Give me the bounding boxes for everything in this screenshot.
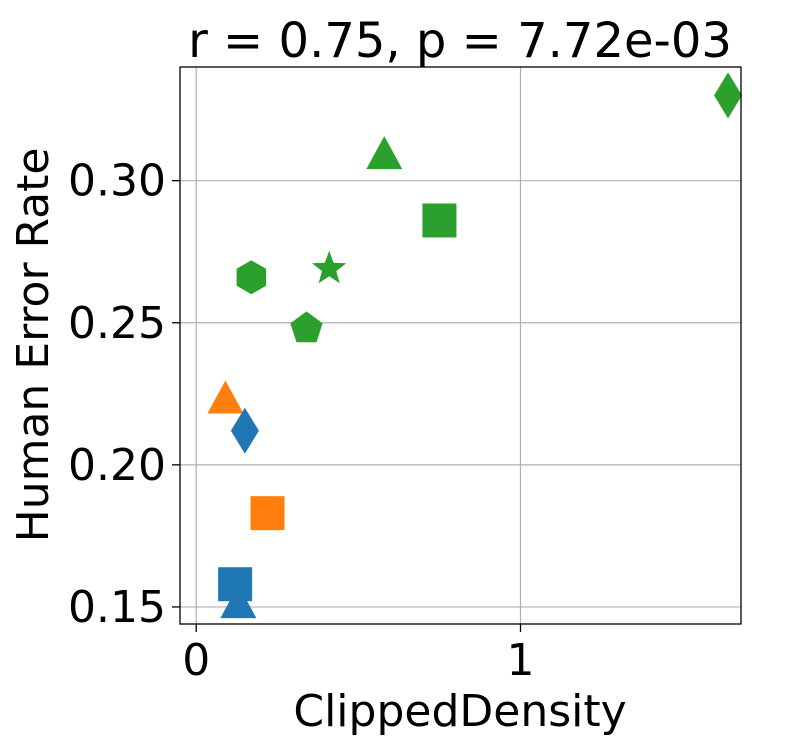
data-point-triangle: [207, 380, 244, 414]
y-tick-label: 0.15: [68, 582, 166, 633]
y-axis-label: Human Error Rate: [8, 148, 59, 543]
data-point-triangle: [220, 585, 257, 619]
y-tick-label: 0.25: [68, 298, 166, 349]
data-point-diamond: [714, 72, 743, 119]
plot-frame: [179, 66, 742, 625]
data-points: [207, 72, 743, 619]
y-tick-label: 0.30: [68, 156, 166, 207]
data-point-square: [250, 496, 285, 531]
chart-title: r = 0.75, p = 7.72e-03: [188, 13, 732, 69]
data-point-star: [312, 250, 347, 284]
axis-ticks: 0 1 0.15 0.20 0.25 0.30: [68, 156, 534, 686]
data-point-square: [422, 203, 457, 238]
x-tick-label: 0: [182, 635, 210, 686]
y-tick-label: 0.20: [68, 440, 166, 491]
data-point-diamond: [230, 407, 259, 454]
data-point-hexagon: [236, 260, 267, 295]
grid-lines: [180, 67, 741, 624]
x-tick-label: 1: [506, 635, 534, 686]
data-point-pentagon: [290, 311, 323, 343]
data-point-triangle: [366, 136, 403, 170]
x-axis-label: ClippedDensity: [293, 686, 626, 737]
